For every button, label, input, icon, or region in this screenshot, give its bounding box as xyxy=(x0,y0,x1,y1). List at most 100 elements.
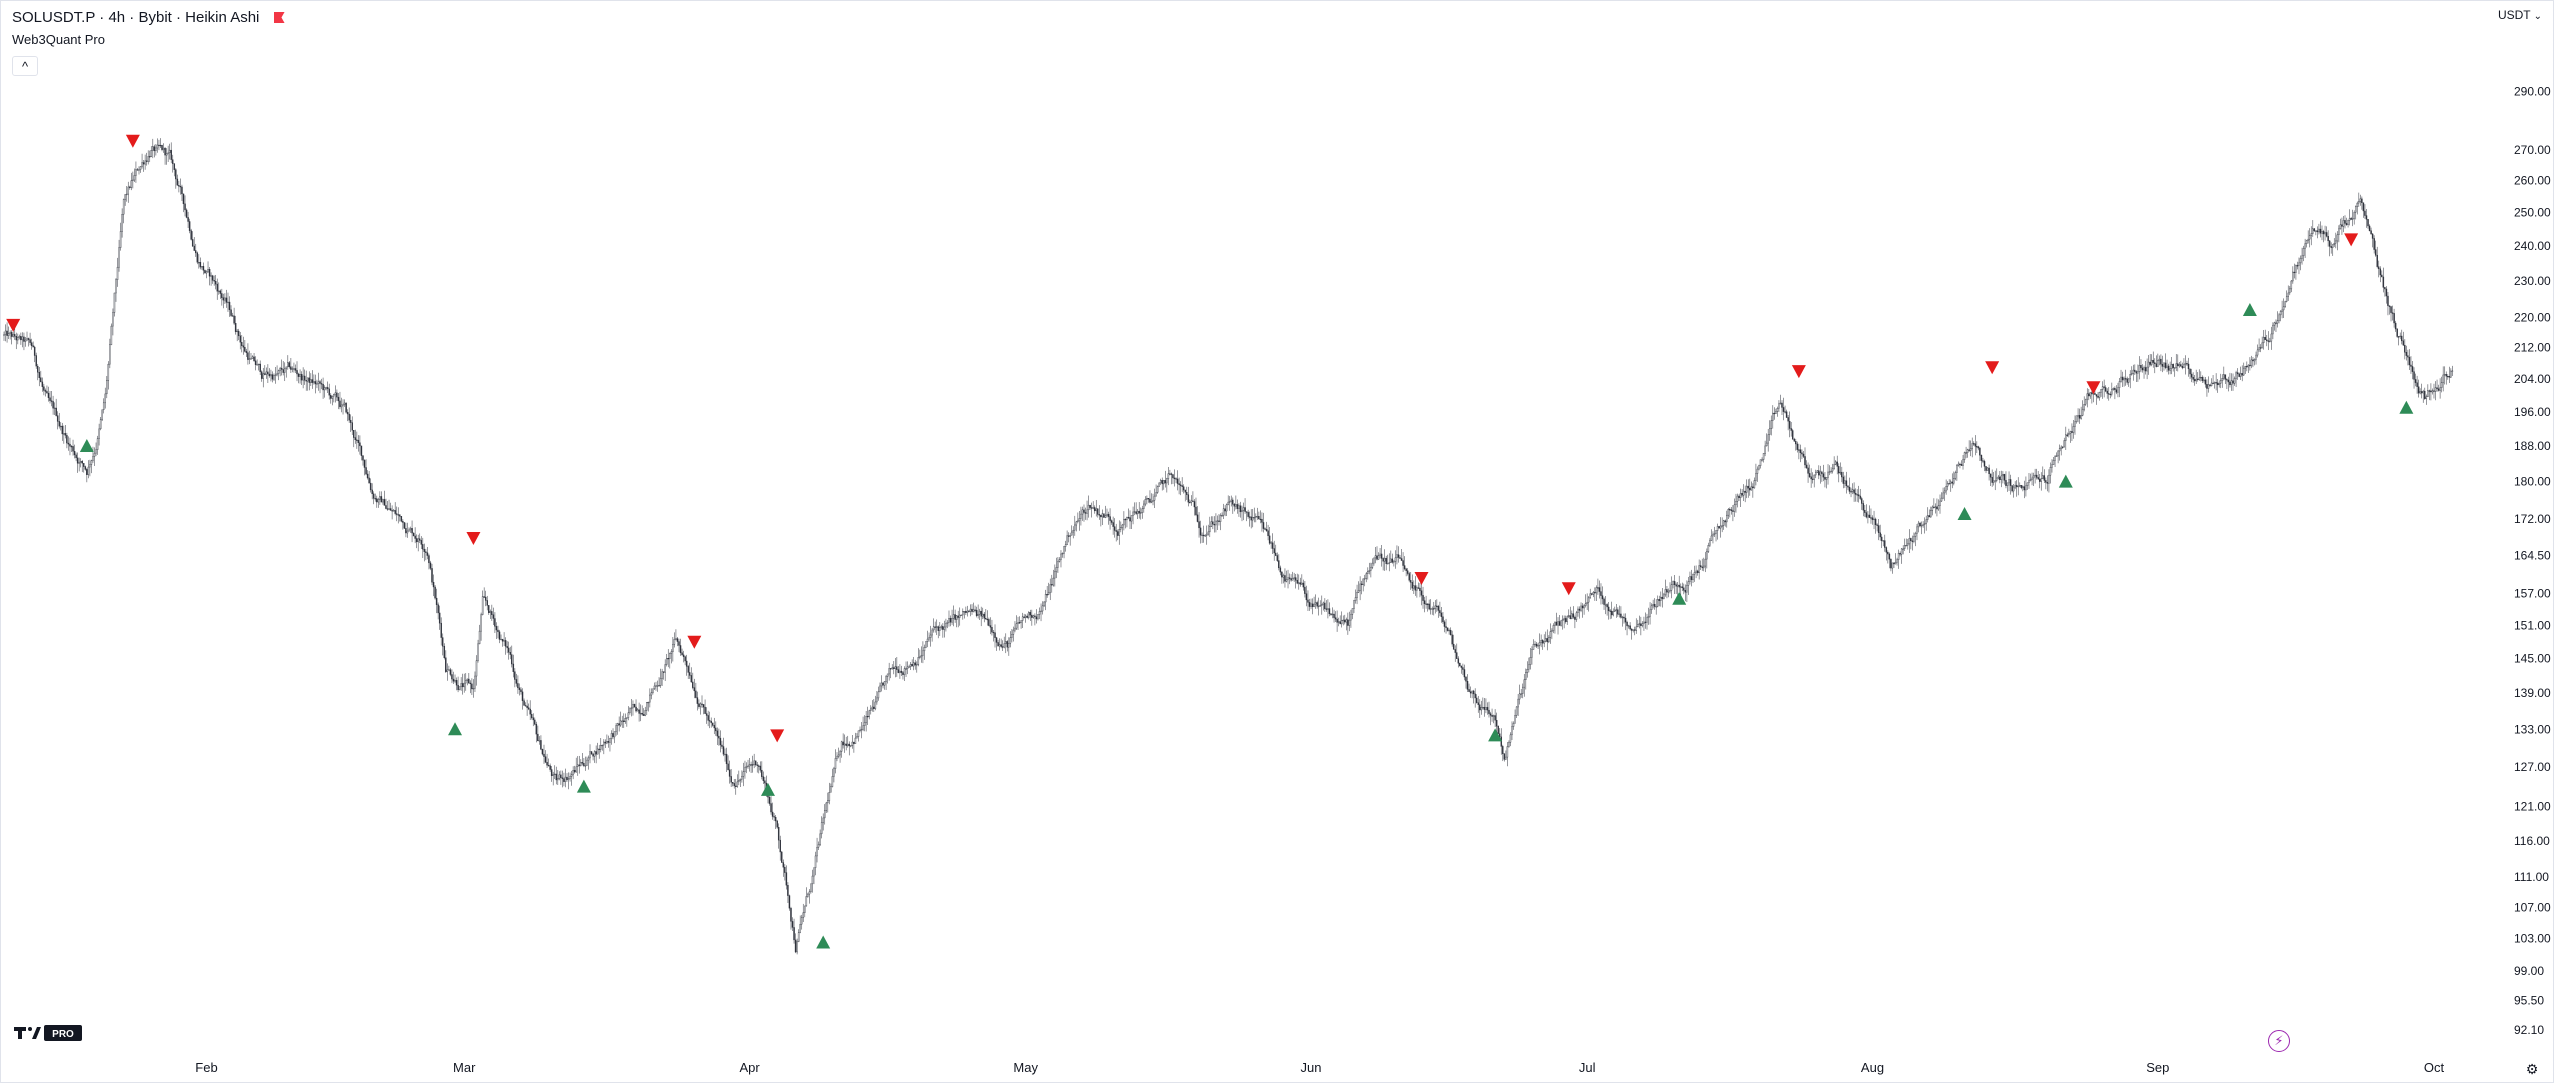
gear-icon[interactable]: ⚙ xyxy=(2525,1061,2539,1077)
buy-signal-marker[interactable] xyxy=(816,935,831,949)
symbol-legend[interactable]: SOLUSDT.P · 4h · Bybit · Heikin Ashi xyxy=(12,8,285,28)
sell-signal-marker[interactable] xyxy=(1985,361,2000,375)
candle xyxy=(1614,609,1616,612)
candle xyxy=(1805,464,1808,469)
sell-signal-marker[interactable] xyxy=(687,635,702,649)
sell-signal-marker[interactable] xyxy=(125,134,140,148)
candle xyxy=(807,893,809,897)
candle xyxy=(1897,553,1900,560)
candle xyxy=(1242,507,1245,511)
candle xyxy=(603,741,605,746)
collapse-legend-button[interactable]: ^ xyxy=(12,56,38,76)
candle xyxy=(995,637,998,643)
legend-separator: · xyxy=(176,9,181,26)
candle xyxy=(2321,231,2323,234)
candle xyxy=(1259,518,1262,521)
candle xyxy=(242,345,245,348)
candle xyxy=(2138,365,2141,372)
candle xyxy=(291,368,294,370)
buy-signal-marker[interactable] xyxy=(2399,400,2414,414)
currency-selector[interactable]: USDT ⌄ xyxy=(2498,8,2542,22)
candle xyxy=(649,694,651,703)
candle xyxy=(2131,373,2133,375)
candle xyxy=(1273,548,1275,554)
candle xyxy=(2298,262,2300,266)
candle xyxy=(604,741,607,744)
buy-signal-marker[interactable] xyxy=(1957,507,1972,521)
buy-signal-marker[interactable] xyxy=(1672,591,1687,605)
sell-signal-marker[interactable] xyxy=(1791,365,1806,379)
sell-signal-marker[interactable] xyxy=(466,532,481,546)
candle xyxy=(758,765,760,767)
candle xyxy=(1626,621,1628,627)
candle xyxy=(1976,446,1978,448)
candle xyxy=(437,604,439,614)
candle xyxy=(2048,474,2050,484)
time-axis[interactable]: Feb Mar Apr May Jun Jul Aug Sep Oct xyxy=(195,1060,2444,1075)
candle xyxy=(1916,526,1918,534)
candle xyxy=(1485,707,1487,710)
candle xyxy=(1652,603,1654,607)
candle xyxy=(2378,266,2380,270)
candle xyxy=(84,466,87,470)
buy-signal-marker[interactable] xyxy=(2242,302,2257,316)
candle xyxy=(1627,625,1630,627)
candle xyxy=(1302,582,1305,588)
sell-signal-marker[interactable] xyxy=(2086,381,2101,395)
candle xyxy=(1689,576,1691,582)
candle xyxy=(2088,393,2090,397)
candle xyxy=(1032,615,1035,618)
candle xyxy=(2180,364,2182,367)
candle xyxy=(205,270,208,274)
candle xyxy=(1617,609,1619,615)
flag-icon[interactable] xyxy=(273,12,285,23)
sell-signal-marker[interactable] xyxy=(2344,233,2359,247)
candle xyxy=(325,387,327,389)
candle xyxy=(1604,604,1607,606)
candle xyxy=(1126,516,1128,520)
candle xyxy=(681,652,683,656)
tradingview-logo-icon[interactable]: PRO xyxy=(14,1024,84,1042)
price-axis[interactable]: 290.00270.00260.00250.00240.00230.00220.… xyxy=(2514,84,2551,1037)
indicator-label[interactable]: Web3Quant Pro xyxy=(12,32,105,47)
buy-signal-marker[interactable] xyxy=(1488,728,1503,742)
candle xyxy=(1529,657,1532,666)
candle xyxy=(412,532,415,537)
candle xyxy=(1426,603,1429,605)
time-tick-label: Jun xyxy=(1301,1060,1322,1075)
sell-signal-marker[interactable] xyxy=(6,318,21,332)
time-tick-label: Mar xyxy=(453,1060,476,1075)
candle xyxy=(1600,591,1602,596)
candle xyxy=(1804,456,1806,466)
candle xyxy=(561,777,564,779)
candle xyxy=(1103,513,1105,518)
candle xyxy=(1196,514,1199,522)
buy-signal-marker[interactable] xyxy=(2058,474,2073,488)
candle xyxy=(1641,623,1644,626)
candle xyxy=(705,713,708,716)
candle xyxy=(104,393,106,404)
candle xyxy=(383,499,386,506)
candle xyxy=(320,383,323,385)
buy-signal-marker[interactable] xyxy=(760,782,775,796)
candle xyxy=(2312,228,2314,234)
candle xyxy=(773,816,775,818)
sell-signal-marker[interactable] xyxy=(770,729,785,743)
sell-signal-marker[interactable] xyxy=(1561,582,1576,596)
candle xyxy=(1149,498,1151,503)
buy-signal-marker[interactable] xyxy=(448,722,463,736)
candle xyxy=(376,498,378,503)
candle xyxy=(2243,367,2245,376)
candle xyxy=(1024,615,1027,618)
candle xyxy=(110,325,113,345)
candle xyxy=(564,776,567,782)
candle xyxy=(1477,702,1479,705)
buy-signal-marker[interactable] xyxy=(79,439,94,453)
sell-signal-marker[interactable] xyxy=(1414,571,1429,585)
buy-signal-marker[interactable] xyxy=(576,779,591,793)
candle xyxy=(592,753,594,757)
candle xyxy=(1778,403,1780,409)
lightning-icon[interactable]: ⚡ xyxy=(2268,1030,2290,1052)
candle xyxy=(1643,621,1645,624)
